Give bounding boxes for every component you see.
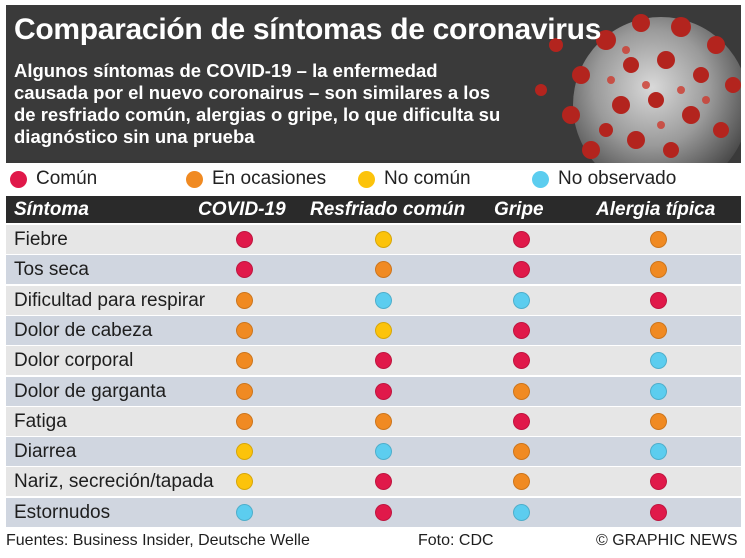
level-dot-ocasiones: [235, 352, 253, 370]
level-dot-comun: [649, 473, 667, 491]
symptom-label: Dolor de garganta: [14, 380, 167, 402]
level-dot-ocasiones: [649, 231, 667, 248]
level-dot-ocasiones: [235, 412, 253, 430]
col-header-alergia: Alergia típica: [596, 199, 716, 220]
table-row: Nariz, secreción/tapada: [6, 467, 741, 498]
level-dot-comun: [235, 231, 253, 248]
level-dot-no-observado: [649, 443, 667, 461]
legend-label: No observado: [558, 168, 677, 189]
level-dot-no-observado: [512, 503, 530, 521]
col-header-resfriado: Resfriado común: [310, 199, 466, 220]
level-dot-comun: [512, 412, 530, 430]
symptom-label: Nariz, secreción/tapada: [14, 471, 214, 493]
level-dot-ocasiones: [512, 443, 530, 461]
legend-item-no-comun: No común: [358, 168, 471, 190]
level-dot-comun: [512, 321, 530, 339]
level-dot-no-observado: [649, 352, 667, 370]
level-dot-ocasiones: [374, 261, 392, 279]
table-row: Diarrea: [6, 437, 741, 468]
level-dot-comun: [649, 503, 667, 521]
col-header-covid: COVID-19: [198, 199, 286, 220]
coronavirus-illustration: [535, 14, 741, 163]
legend-label: Común: [36, 168, 98, 189]
level-dot-ocasiones: [512, 473, 530, 491]
legend: Común En ocasiones No común No observado: [6, 166, 741, 192]
legend-label: No común: [384, 168, 471, 189]
table-row: Dolor de garganta: [6, 376, 741, 407]
footer-sources: Fuentes: Business Insider, Deutsche Well…: [6, 532, 310, 549]
symptom-label: Dificultad para respirar: [14, 289, 206, 311]
table-row: Estornudos: [6, 497, 741, 528]
level-dot-ocasiones: [235, 321, 253, 339]
symptom-label: Dolor de cabeza: [14, 319, 153, 341]
level-dot-comun: [235, 261, 253, 279]
level-dot-no-observado: [512, 291, 530, 309]
level-dot-no-observado: [374, 443, 392, 461]
col-header-sintoma: Síntoma: [14, 199, 89, 220]
level-dot-ocasiones: [649, 412, 667, 430]
symptom-label: Tos seca: [14, 259, 89, 281]
level-dot-comun: [374, 503, 392, 521]
legend-item-comun: Común: [10, 168, 97, 190]
level-dot-no-observado: [374, 291, 392, 309]
level-dot-ocasiones: [235, 382, 253, 400]
table-row: Dolor de cabeza: [6, 315, 741, 346]
table-row: Fiebre: [6, 225, 741, 255]
header-banner: Comparación de síntomas de coronavirus A…: [6, 5, 741, 163]
level-dot-comun: [649, 291, 667, 309]
symptom-label: Dolor corporal: [14, 350, 134, 372]
legend-label: En ocasiones: [212, 168, 327, 189]
legend-item-ocasiones: En ocasiones: [186, 168, 326, 190]
level-dot-comun: [374, 473, 392, 491]
level-dot-ocasiones: [649, 261, 667, 279]
legend-dot-no-observado: [532, 170, 549, 188]
level-dot-ocasiones: [235, 291, 253, 309]
level-dot-no-comun: [235, 443, 253, 461]
table-row: Dolor corporal: [6, 346, 741, 377]
symptom-label: Fatiga: [14, 410, 67, 432]
level-dot-comun: [374, 382, 392, 400]
symptom-label: Fiebre: [14, 229, 68, 250]
level-dot-ocasiones: [512, 382, 530, 400]
page-subtitle: Algunos síntomas de COVID-19 – la enferm…: [14, 60, 501, 147]
level-dot-ocasiones: [374, 412, 392, 430]
page-title: Comparación de síntomas de coronavirus: [14, 13, 602, 46]
table-row: Tos seca: [6, 255, 741, 286]
table-header: Síntoma COVID-19 Resfriado común Gripe A…: [6, 196, 741, 223]
level-dot-no-comun: [374, 231, 392, 248]
level-dot-comun: [512, 261, 530, 279]
legend-dot-ocasiones: [186, 170, 203, 188]
legend-dot-comun: [10, 170, 27, 188]
level-dot-comun: [374, 352, 392, 370]
table-row: Dificultad para respirar: [6, 285, 741, 316]
level-dot-no-observado: [649, 382, 667, 400]
level-dot-comun: [512, 231, 530, 248]
symptom-label: Estornudos: [14, 501, 111, 523]
footer-photo-credit: Foto: CDC: [418, 532, 494, 549]
footer-credit: © GRAPHIC NEWS: [596, 532, 738, 549]
level-dot-no-comun: [374, 321, 392, 339]
legend-dot-no-comun: [358, 170, 375, 188]
level-dot-comun: [512, 352, 530, 370]
table-row: Fatiga: [6, 406, 741, 437]
footer: Fuentes: Business Insider, Deutsche Well…: [6, 532, 741, 554]
level-dot-no-observado: [235, 503, 253, 521]
legend-item-no-observado: No observado: [532, 168, 676, 190]
col-header-gripe: Gripe: [494, 199, 544, 220]
level-dot-no-comun: [235, 473, 253, 491]
level-dot-ocasiones: [649, 321, 667, 339]
symptom-label: Diarrea: [14, 441, 77, 463]
